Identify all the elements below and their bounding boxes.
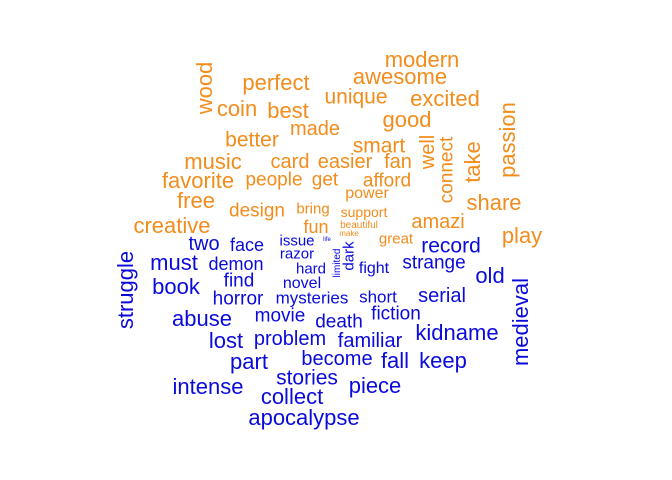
word-demon: demon <box>208 254 264 274</box>
word-novel: novel <box>282 275 322 292</box>
word-short: short <box>359 287 397 307</box>
word-free: free <box>177 188 215 213</box>
word-play: play <box>501 223 543 248</box>
word-keep: keep <box>419 348 467 373</box>
word-old: old <box>475 263 505 288</box>
word-afford: afford <box>362 170 412 192</box>
word-passion: passion <box>495 102 520 178</box>
word-fall: fall <box>380 348 410 373</box>
word-people: people <box>245 169 303 191</box>
word-piece: piece <box>348 373 402 398</box>
word-best: best <box>267 98 309 123</box>
word-razor: razor <box>279 245 315 263</box>
word-favorite: favorite <box>161 168 235 193</box>
word-design: design <box>229 200 285 222</box>
word-make: make <box>339 229 359 238</box>
word-bring: bring <box>296 200 330 218</box>
word-connect: connect <box>436 136 458 204</box>
word-two: two <box>188 233 220 255</box>
word-better: better <box>225 128 279 152</box>
word-stories: stories <box>276 366 338 390</box>
word-face: face <box>229 235 265 255</box>
word-must: must <box>150 250 198 275</box>
word-share: share <box>466 190 522 215</box>
word-become: become <box>301 348 373 370</box>
word-record: record <box>421 234 481 258</box>
word-fan: fan <box>384 151 412 173</box>
word-hard: hard <box>295 260 327 278</box>
word-excited: excited <box>410 86 480 111</box>
word-good: good <box>382 107 432 132</box>
word-abuse: abuse <box>172 306 232 331</box>
word-struggle: struggle <box>113 250 138 330</box>
word-fight: fight <box>358 260 390 277</box>
word-awesome: awesome <box>352 64 448 89</box>
word-serial: serial <box>418 285 466 307</box>
word-fiction: fiction <box>371 303 421 325</box>
word-familiar: familiar <box>337 330 403 352</box>
word-creative: creative <box>133 213 211 238</box>
word-movie: movie <box>254 305 306 327</box>
word-get: get <box>311 169 339 191</box>
word-book: book <box>152 274 200 299</box>
word-beautiful: beautiful <box>340 220 378 231</box>
word-amazi: amazi <box>411 211 465 233</box>
word-kidname: kidname <box>415 320 499 345</box>
word-unique: unique <box>324 85 388 109</box>
word-support: support <box>340 204 388 220</box>
word-take: take <box>460 141 485 183</box>
word-made: made <box>289 118 341 140</box>
word-coin: coin <box>216 96 258 121</box>
word-music: music <box>184 149 242 174</box>
word-lost: lost <box>208 328 244 353</box>
word-well: well <box>417 134 439 170</box>
word-fun: fun <box>303 217 329 237</box>
word-horror: horror <box>212 288 264 310</box>
word-strange: strange <box>402 252 466 274</box>
word-perfect: perfect <box>242 70 310 95</box>
word-death: death <box>315 311 363 333</box>
word-mysteries: mysteries <box>275 288 349 308</box>
word-easier: easier <box>317 151 373 173</box>
word-issue: issue <box>279 232 315 250</box>
word-find: find <box>223 270 255 292</box>
word-smart: smart <box>352 134 406 158</box>
word-apocalypse: apocalypse <box>248 405 360 430</box>
word-intense: intense <box>172 374 244 399</box>
word-medieval: medieval <box>508 277 533 367</box>
word-wood: wood <box>192 61 217 115</box>
word-great: great <box>378 230 414 248</box>
word-card: card <box>270 151 310 173</box>
word-limited: limited <box>332 248 343 278</box>
word-life: life <box>323 237 331 243</box>
word-modern: modern <box>384 47 460 72</box>
word-part: part <box>230 349 268 374</box>
word-dark: dark <box>340 241 358 271</box>
word-power: power <box>345 185 389 202</box>
word-problem: problem <box>253 328 327 350</box>
word-collect: collect <box>260 384 324 409</box>
